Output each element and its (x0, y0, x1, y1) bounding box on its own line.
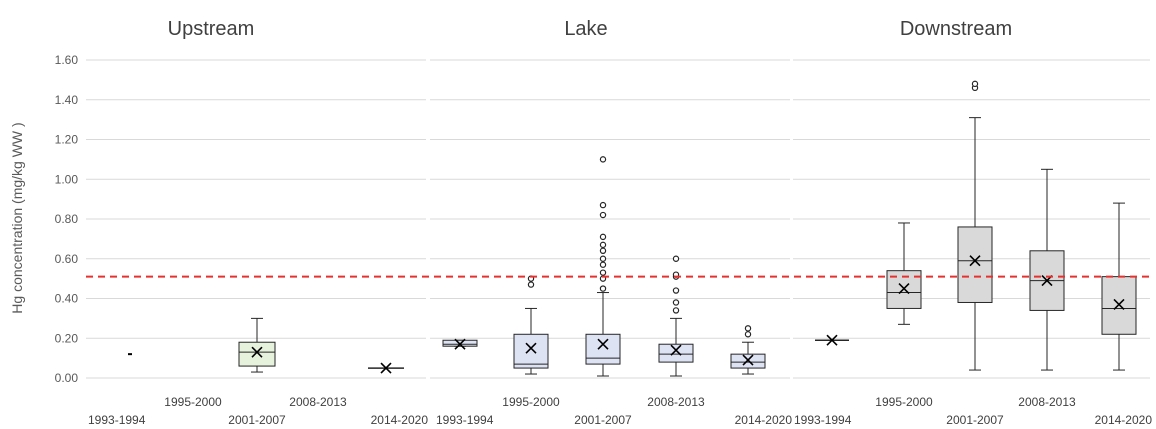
mean-marker (670, 344, 682, 356)
panel-title: Lake (564, 18, 607, 40)
y-tick-label: 1.40 (55, 93, 79, 107)
outlier-point (599, 261, 607, 268)
outlier-point (599, 247, 607, 254)
x-tick-label: 2014-2020 (371, 413, 429, 427)
box-2014-2020 (368, 362, 404, 374)
x-tick-label: 1995-2000 (502, 395, 560, 409)
mean-marker (742, 354, 754, 366)
panels: Upstream1993-19941995-20002001-20072008-… (88, 18, 1152, 427)
mean-marker (525, 342, 537, 354)
box-2001-2007 (585, 156, 621, 377)
mean-marker-stroke (898, 282, 910, 295)
outlier-point (971, 80, 979, 88)
mean-marker (597, 338, 609, 350)
y-tick-label: 1.60 (55, 53, 79, 67)
panel-upstream: Upstream 1993-1994 1995-2000 2001-20072008-… (88, 18, 428, 427)
box-iqr (957, 226, 993, 303)
y-tick-label: 1.20 (55, 133, 79, 147)
mean-marker (969, 255, 981, 267)
outlier-point (672, 307, 680, 314)
panel-downstream: Downstream 1993-1994 1995-2000 2001-2007 200… (794, 18, 1152, 427)
x-tick-label: 2001-2007 (946, 413, 1004, 427)
x-tick-label: 1993-1994 (794, 413, 852, 427)
mean-marker-stroke (525, 342, 537, 354)
outlier-point (672, 299, 680, 306)
mean-marker-stroke (380, 362, 392, 374)
mean-marker-stroke (742, 354, 754, 366)
mean-marker (251, 346, 263, 358)
box-iqr (658, 343, 694, 363)
box-2008-2013 (1029, 168, 1065, 371)
mean-marker (380, 362, 392, 374)
outlier-point (599, 201, 607, 209)
x-tick-label: 2001-2007 (574, 413, 632, 427)
x-tick-label: 1993-1994 (88, 413, 146, 427)
outlier-point (599, 233, 607, 241)
box-2014-2020 (1101, 202, 1137, 371)
box-iqr (585, 333, 621, 365)
outlier-point (599, 255, 607, 262)
x-tick-label: 2008-2013 (1018, 395, 1076, 409)
outlier-point (599, 241, 607, 249)
outlier-point (527, 281, 535, 288)
outlier-point (599, 211, 607, 219)
box-2008-2013 (658, 255, 694, 377)
x-tick-label: 1995-2000 (164, 395, 222, 409)
y-axis: 0.00 0.20 0.40 0.60 0.80 1.00 1.20 1.40 1.60 (55, 53, 79, 385)
outlier-point (672, 287, 680, 294)
box-iqr (238, 341, 276, 367)
y-tick-label: 0.60 (55, 252, 79, 266)
x-tick-label: 2014-2020 (735, 413, 793, 427)
box-1993-1994 (815, 334, 849, 346)
single-value-mark (128, 353, 132, 356)
mean-marker (454, 338, 466, 350)
x-tick-label: 2008-2013 (289, 395, 347, 409)
box-1993-1994 (442, 338, 478, 350)
mean-marker-stroke (1113, 298, 1125, 311)
mean-marker (1113, 298, 1125, 311)
box-iqr (513, 333, 549, 369)
x-tick-label: 1995-2000 (875, 395, 933, 409)
y-tick-label: 0.40 (55, 292, 79, 306)
mean-marker-stroke (597, 338, 609, 350)
mean-marker-stroke (251, 346, 263, 358)
y-tick-label: 0.20 (55, 331, 79, 345)
outlier-point (672, 255, 680, 262)
outlier-point (744, 325, 752, 332)
x-tick-label: 2014-2020 (1095, 413, 1153, 427)
outlier-point (599, 285, 607, 292)
y-tick-label: 1.00 (55, 172, 79, 186)
x-tick-label: 1993-1994 (436, 413, 494, 427)
box-2001-2007 (957, 80, 993, 371)
box-1995-2000 (886, 222, 922, 325)
mean-marker-stroke (670, 344, 682, 356)
mean-marker-stroke (826, 334, 838, 346)
mean-marker (826, 334, 838, 346)
panel-title: Downstream (900, 18, 1012, 40)
y-tick-label: 0.00 (55, 371, 79, 385)
box-2014-2020 (730, 325, 766, 375)
panel-title: Upstream (168, 18, 255, 40)
grid-lines (86, 59, 1150, 379)
y-tick-label: 0.80 (55, 212, 79, 226)
mean-marker-stroke (454, 338, 466, 350)
y-axis-label: Hg concentration (mg/kg WW ) (9, 122, 25, 313)
outlier-point (744, 331, 752, 338)
mean-marker-stroke (969, 255, 981, 267)
mean-marker (898, 282, 910, 295)
box-2001-2007 (238, 317, 276, 373)
box-1995-2000 (513, 275, 549, 375)
outlier-point (599, 156, 607, 163)
panel-lake: Lake 1993-1994 1995-2000 2001-2007 2008-2013… (436, 18, 792, 427)
x-tick-label: 2001-2007 (228, 413, 286, 427)
box-1993-1994 (128, 353, 132, 356)
x-tick-label: 2008-2013 (647, 395, 705, 409)
outlier-point (599, 269, 607, 276)
